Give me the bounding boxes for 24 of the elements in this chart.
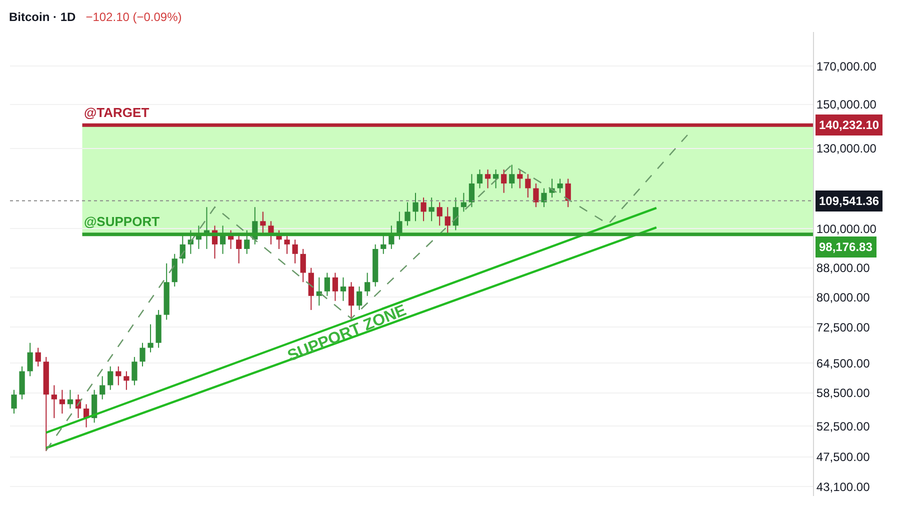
- y-tick-label: 80,000.00: [816, 290, 870, 304]
- candlestick: [284, 234, 290, 254]
- y-tick-label: 43,100.00: [816, 480, 870, 494]
- y-tick-label: 72,500.00: [816, 320, 870, 334]
- candlestick: [148, 324, 154, 353]
- y-tick-label: 47,500.00: [816, 450, 870, 464]
- y-tick-label: 150,000.00: [816, 98, 877, 112]
- y-tick-label: 52,500.00: [816, 419, 870, 434]
- line-series: [45, 133, 690, 452]
- text: 98,176.83: [819, 240, 873, 254]
- chart-title: Bitcoin · 1D: [9, 10, 76, 24]
- y-tick-label: 170,000.00: [816, 59, 877, 74]
- text: 140,232.10: [819, 118, 880, 132]
- candlestick: [404, 202, 410, 226]
- candlestick: [557, 178, 563, 194]
- text: 109,541.36: [819, 194, 880, 208]
- ref-line-label: @TARGET: [84, 105, 150, 120]
- ref-line-label: @SUPPORT: [84, 214, 160, 229]
- y-tick-label: 58,500.00: [816, 386, 870, 400]
- y-tick-label: 88,000.00: [816, 261, 870, 276]
- y-tick-label: 100,000.00: [816, 222, 877, 236]
- y-tick-label: 64,500.00: [816, 356, 870, 370]
- chart-subtitle: −102.10 (−0.09%): [86, 10, 182, 24]
- y-tick-label: 130,000.00: [816, 141, 877, 156]
